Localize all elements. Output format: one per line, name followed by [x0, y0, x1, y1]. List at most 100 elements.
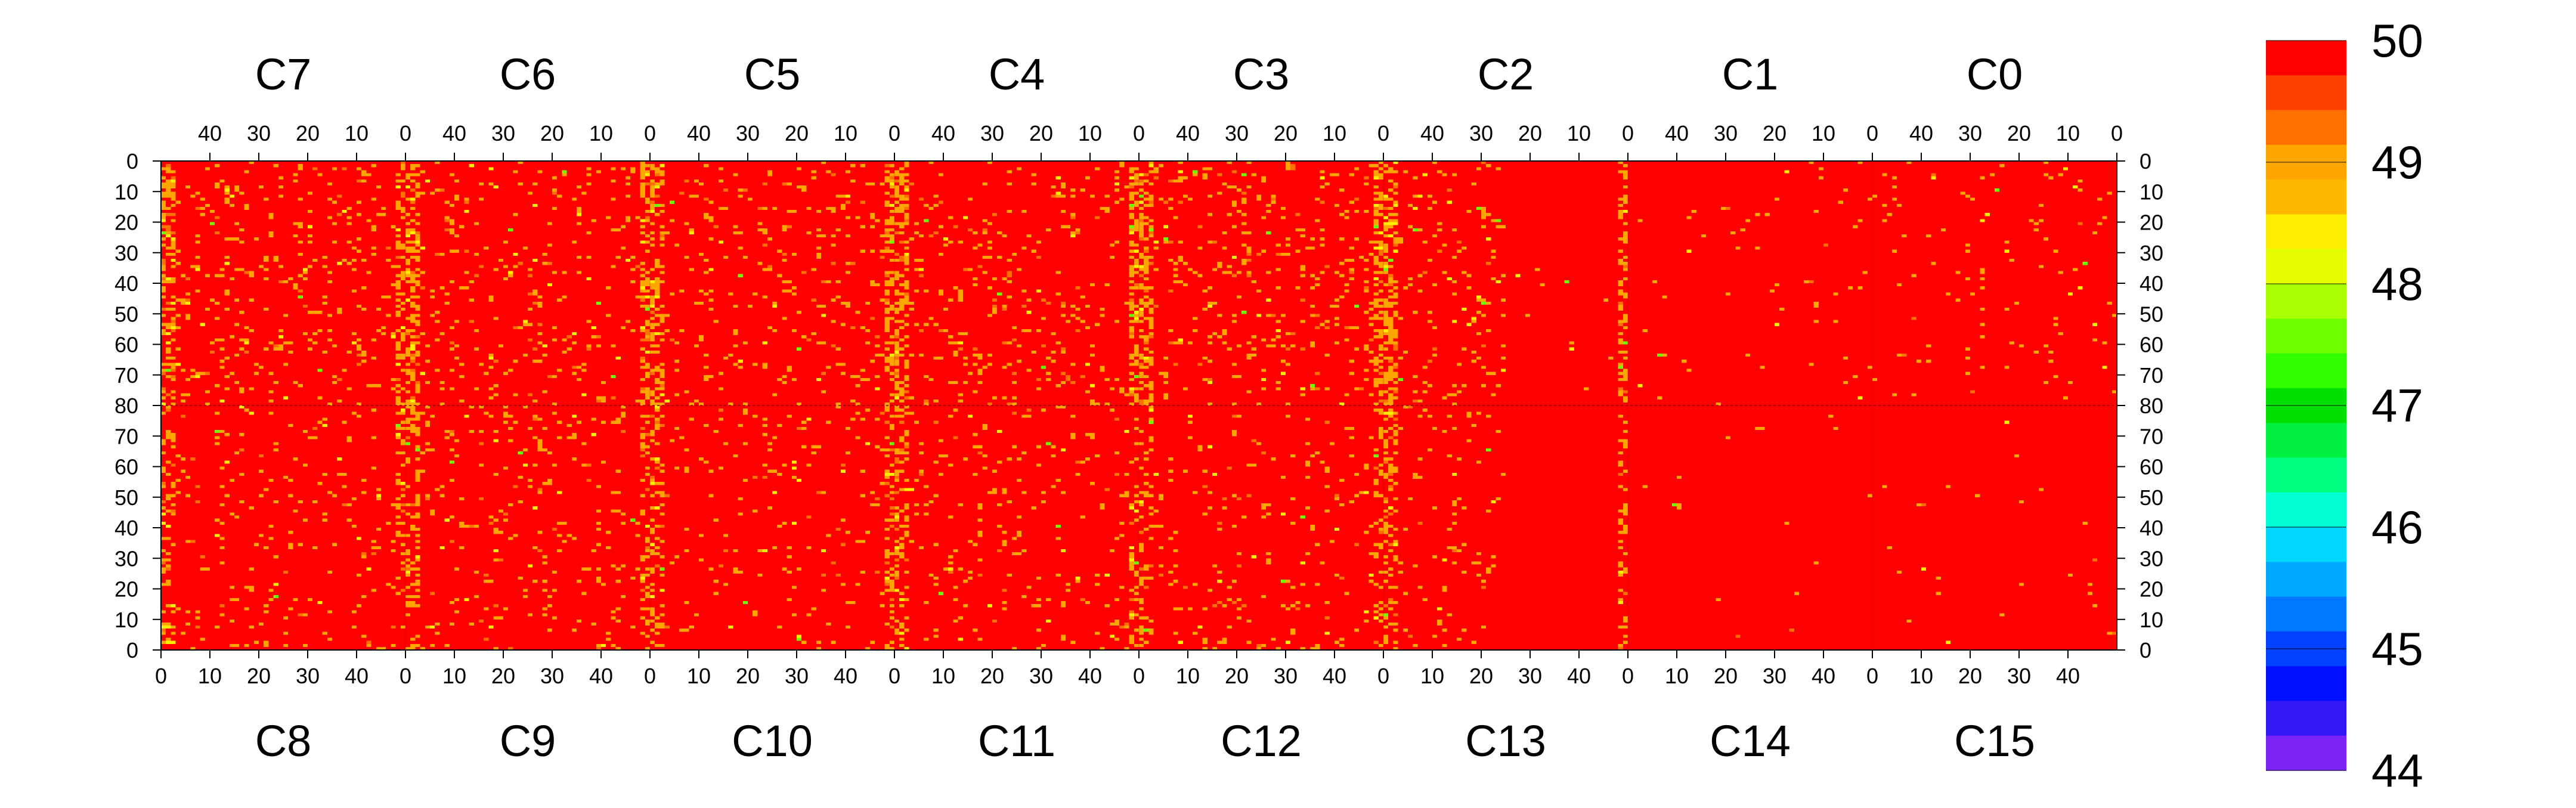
channel-label-bottom: C11 — [978, 716, 1055, 766]
x-tick-label-bottom: 30 — [785, 664, 809, 688]
colorbar-tick-label: 47 — [2371, 379, 2423, 432]
y-tick-label-right: 10 — [2140, 608, 2163, 632]
y-tick-label-left: 70 — [114, 363, 138, 388]
x-tick-label-top: 20 — [540, 121, 564, 145]
y-tick-label-right: 60 — [2140, 333, 2163, 357]
y-tick-label-right: 20 — [2140, 577, 2163, 602]
x-tick-label-top: 40 — [1420, 121, 1444, 145]
x-tick-label-bottom: 20 — [1225, 664, 1249, 688]
x-tick-label-bottom: 10 — [442, 664, 466, 688]
y-tick-label-left: 60 — [114, 333, 138, 357]
x-tick-label-bottom: 30 — [296, 664, 320, 688]
x-tick-label-bottom: 0 — [1133, 664, 1145, 688]
y-tick-label-left: 10 — [114, 608, 138, 632]
x-tick-label-top: 30 — [736, 121, 760, 145]
y-tick-label-left: 60 — [114, 455, 138, 479]
y-tick-label-right: 70 — [2140, 424, 2163, 448]
x-tick-label-top: 40 — [931, 121, 955, 145]
x-tick-label-top: 30 — [1469, 121, 1493, 145]
x-tick-label-bottom: 40 — [1567, 664, 1591, 688]
x-tick-label-bottom: 40 — [345, 664, 369, 688]
y-tick-label-right: 20 — [2140, 210, 2163, 235]
y-tick-label-left: 20 — [114, 210, 138, 235]
x-tick-label-top: 30 — [491, 121, 515, 145]
x-tick-label-top: 20 — [1029, 121, 1053, 145]
colorbar-segment — [2266, 527, 2346, 562]
x-tick-label-top: 10 — [834, 121, 857, 145]
y-tick-label-left: 70 — [114, 424, 138, 448]
x-tick-label-bottom: 40 — [1812, 664, 1835, 688]
x-tick-label-bottom: 40 — [1078, 664, 1102, 688]
colorbar-segment — [2266, 423, 2346, 458]
x-tick-label-top: 30 — [1714, 121, 1738, 145]
x-tick-label-top: 20 — [296, 121, 320, 145]
x-tick-label-top: 20 — [2007, 121, 2031, 145]
x-tick-label-bottom: 0 — [644, 664, 656, 688]
x-tick-label-bottom: 40 — [2056, 664, 2080, 688]
x-tick-label-bottom: 10 — [1176, 664, 1200, 688]
y-tick-label-right: 60 — [2140, 455, 2163, 479]
colorbar: 44 45 46 47 48 49 50 — [2266, 14, 2423, 797]
colorbar-segment — [2266, 179, 2346, 215]
x-tick-label-bottom: 20 — [247, 664, 271, 688]
x-tick-label-top: 20 — [1518, 121, 1542, 145]
colorbar-segment — [2266, 457, 2346, 493]
channel-label-top: C6 — [500, 49, 556, 99]
channel-label-top: C1 — [1722, 49, 1779, 99]
y-tick-label-right: 30 — [2140, 546, 2163, 571]
colorbar-segment — [2266, 353, 2346, 389]
x-tick-label-bottom: 40 — [834, 664, 857, 688]
x-tick-label-bottom: 30 — [1518, 664, 1542, 688]
colorbar-segment — [2266, 249, 2346, 284]
y-tick-label-left: 40 — [114, 271, 138, 296]
channel-label-bottom: C14 — [1710, 716, 1791, 766]
x-tick-label-bottom: 10 — [198, 664, 222, 688]
x-tick-label-top: 0 — [1866, 121, 1878, 145]
x-tick-label-top: 40 — [442, 121, 466, 145]
x-tick-label-top: 40 — [1176, 121, 1200, 145]
x-tick-label-top: 20 — [1274, 121, 1298, 145]
colorbar-segment — [2266, 110, 2346, 145]
x-tick-label-bottom: 20 — [1714, 664, 1738, 688]
x-tick-label-bottom: 20 — [491, 664, 515, 688]
x-tick-label-bottom: 0 — [1377, 664, 1389, 688]
x-tick-label-top: 30 — [1958, 121, 1982, 145]
x-tick-label-bottom: 30 — [1763, 664, 1787, 688]
y-tick-label-left: 30 — [114, 546, 138, 571]
x-tick-label-bottom: 40 — [1323, 664, 1346, 688]
x-tick-label-top: 30 — [247, 121, 271, 145]
y-tick-label-left: 10 — [114, 179, 138, 204]
y-tick-label-left: 0 — [126, 638, 138, 663]
y-tick-label-right: 30 — [2140, 241, 2163, 265]
channel-label-top: C4 — [989, 49, 1045, 99]
x-tick-label-bottom: 0 — [400, 664, 411, 688]
x-tick-label-top: 10 — [1812, 121, 1835, 145]
x-tick-label-bottom: 40 — [589, 664, 613, 688]
y-tick-label-right: 40 — [2140, 516, 2163, 540]
x-tick-label-bottom: 10 — [1420, 664, 1444, 688]
x-tick-label-bottom: 30 — [540, 664, 564, 688]
channel-label-top: C2 — [1478, 49, 1534, 99]
x-tick-label-top: 10 — [1567, 121, 1591, 145]
x-tick-label-top: 30 — [1225, 121, 1249, 145]
colorbar-segment — [2266, 492, 2346, 528]
x-tick-label-bottom: 0 — [1622, 664, 1634, 688]
colorbar-segment — [2266, 701, 2346, 736]
x-tick-label-bottom: 30 — [2007, 664, 2031, 688]
axes: 40 30 20 10 0 0 10 20 30 40 40 30 20 10 0 0 10 20 30 40 40 30… — [114, 121, 2163, 688]
x-tick-label-top: 10 — [345, 121, 369, 145]
x-tick-label-bottom: 0 — [1866, 664, 1878, 688]
x-tick-label-bottom: 10 — [1665, 664, 1689, 688]
channel-label-bottom: C10 — [732, 716, 813, 766]
colorbar-segment — [2266, 41, 2346, 76]
colorbar-tick-label: 45 — [2371, 623, 2423, 675]
y-tick-label-right: 10 — [2140, 179, 2163, 204]
colorbar-tick-label: 48 — [2371, 258, 2423, 310]
x-tick-label-top: 0 — [1133, 121, 1145, 145]
colorbar-segment — [2266, 562, 2346, 598]
x-tick-label-top: 40 — [687, 121, 711, 145]
colorbar-tick-label: 46 — [2371, 501, 2423, 553]
y-tick-label-right: 0 — [2140, 638, 2151, 663]
colorbar-segment — [2266, 666, 2346, 701]
